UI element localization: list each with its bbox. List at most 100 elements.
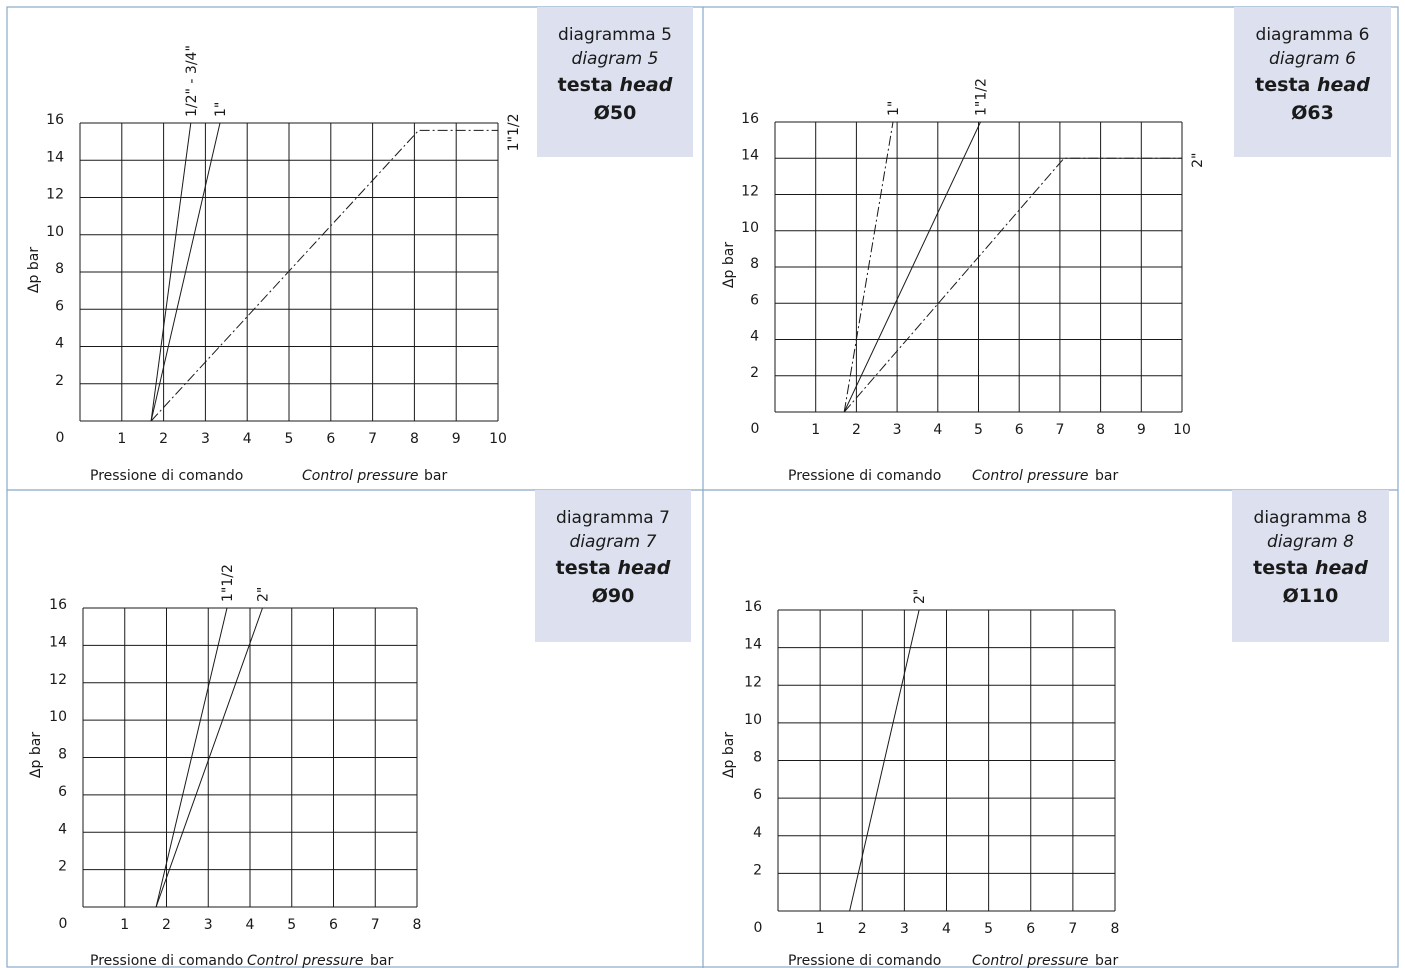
caption-title: diagramma 5: [558, 25, 672, 45]
x-tick-label: 1: [811, 422, 820, 438]
x-tick-label: 3: [204, 917, 213, 933]
series-label: 2": [912, 589, 928, 604]
series-label: 1/2" - 3/4": [184, 45, 200, 117]
y-axis-label: Δp bar: [721, 732, 737, 778]
y-tick-label: 6: [753, 787, 762, 803]
x-tick-label: 5: [984, 921, 993, 937]
x-axis-label-it: Pressione di comando: [90, 953, 243, 968]
caption-subtitle: diagram 6: [1269, 49, 1356, 69]
series-label: 1"1/2: [506, 114, 522, 152]
x-tick-label: 1: [117, 431, 126, 447]
series-line-1: [150, 122, 192, 422]
origin-label: 0: [56, 430, 65, 446]
caption-head: testa head: [1253, 557, 1368, 579]
y-tick-label: 8: [55, 261, 64, 277]
x-tick-label: 10: [1173, 422, 1191, 438]
x-axis-label-it: Pressione di comando: [788, 468, 941, 484]
y-tick-label: 6: [750, 292, 759, 308]
x-axis-label-unit: bar: [1095, 468, 1118, 484]
x-tick-label: 8: [413, 917, 422, 933]
series-line-2: [150, 122, 221, 422]
y-tick-label: 6: [55, 298, 64, 314]
y-tick-label: 16: [49, 597, 67, 613]
origin-label: 0: [751, 421, 760, 437]
caption-head-head: head: [1315, 557, 1368, 579]
y-axis-label: Δp bar: [28, 732, 44, 778]
x-tick-label: 7: [1055, 422, 1064, 438]
x-tick-label: 9: [1137, 422, 1146, 438]
caption-diameter: Ø63: [1291, 102, 1334, 124]
x-tick-label: 8: [1096, 422, 1105, 438]
y-tick-label: 8: [58, 747, 67, 763]
y-tick-label: 2: [58, 859, 67, 875]
x-axis-label-en: Control pressure: [972, 953, 1088, 968]
x-tick-label: 4: [933, 422, 942, 438]
caption-subtitle: diagram 8: [1267, 532, 1354, 552]
x-tick-label: 6: [329, 917, 338, 933]
x-axis-label-it: Pressione di comando: [90, 468, 243, 484]
caption-box: [535, 490, 691, 642]
x-axis-label-it: Pressione di comando: [788, 953, 941, 968]
x-tick-label: 1: [120, 917, 129, 933]
y-tick-label: 14: [741, 147, 759, 163]
series-label: 1": [886, 101, 902, 116]
caption-head-testa: testa: [556, 557, 618, 579]
caption-head-head: head: [619, 74, 672, 96]
x-tick-label: 5: [285, 431, 294, 447]
caption-head-head: head: [1317, 74, 1370, 96]
x-tick-label: 3: [900, 921, 909, 937]
caption-head: testa head: [558, 74, 673, 96]
caption-title: diagramma 7: [556, 508, 670, 528]
y-tick-label: 4: [750, 329, 759, 345]
caption-head: testa head: [1255, 74, 1370, 96]
y-tick-label: 12: [741, 184, 759, 200]
x-tick-label: 4: [243, 431, 252, 447]
x-tick-label: 4: [942, 921, 951, 937]
x-tick-label: 3: [893, 422, 902, 438]
y-tick-label: 4: [753, 825, 762, 841]
x-tick-label: 6: [326, 431, 335, 447]
y-tick-label: 14: [49, 634, 67, 650]
series-line-1: [849, 609, 920, 912]
y-tick-label: 2: [750, 365, 759, 381]
series-line-1: [843, 121, 894, 413]
caption-head: testa head: [556, 557, 671, 579]
y-axis-label: Δp bar: [26, 247, 42, 293]
x-axis-label-en: Control pressure: [972, 468, 1088, 484]
caption-diameter: Ø110: [1283, 585, 1339, 607]
series-label: 1"1/2: [974, 78, 990, 116]
y-axis-label: Δp bar: [721, 242, 737, 288]
series-line-2: [843, 121, 981, 413]
series-line-3: [150, 129, 498, 422]
caption-box: [1234, 7, 1391, 157]
x-tick-label: 3: [201, 431, 210, 447]
series-label: 2": [256, 587, 272, 602]
x-tick-label: 2: [852, 422, 861, 438]
caption-box: [1232, 490, 1389, 642]
y-tick-label: 8: [753, 750, 762, 766]
y-tick-label: 12: [46, 187, 64, 203]
caption-head-testa: testa: [1253, 557, 1315, 579]
x-tick-label: 7: [371, 917, 380, 933]
y-tick-label: 16: [741, 111, 759, 127]
y-tick-label: 4: [58, 821, 67, 837]
y-tick-label: 10: [49, 709, 67, 725]
x-tick-label: 5: [287, 917, 296, 933]
caption-diameter: Ø90: [592, 585, 635, 607]
caption-head-testa: testa: [558, 74, 620, 96]
x-axis-label-unit: bar: [424, 468, 447, 484]
y-tick-label: 2: [753, 862, 762, 878]
series-label: 1"1/2: [220, 564, 236, 602]
x-axis-label-unit: bar: [370, 953, 393, 968]
y-tick-label: 16: [46, 112, 64, 128]
y-tick-label: 12: [744, 674, 762, 690]
y-tick-label: 14: [46, 149, 64, 165]
x-tick-label: 8: [410, 431, 419, 447]
y-tick-label: 10: [741, 220, 759, 236]
x-tick-label: 1: [816, 921, 825, 937]
caption-title: diagramma 6: [1256, 25, 1370, 45]
